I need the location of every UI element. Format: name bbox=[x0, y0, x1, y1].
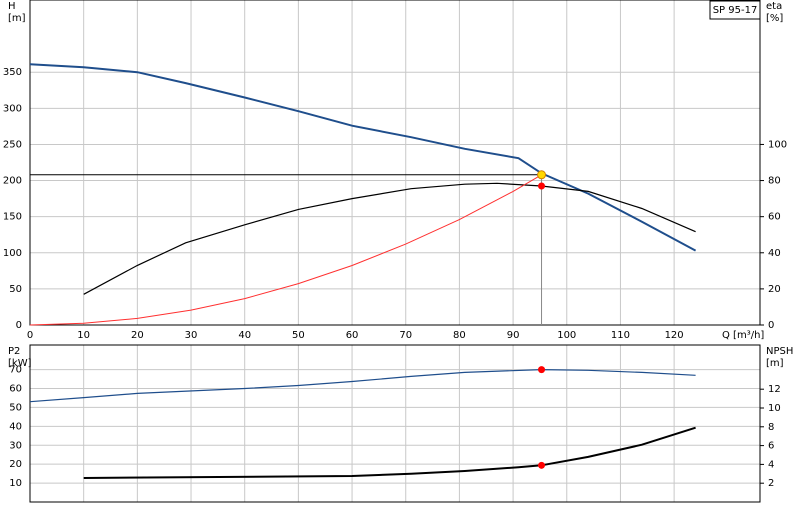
plot-frame bbox=[29, 0, 761, 326]
x-tick-label: 60 bbox=[346, 330, 359, 341]
y-tick-label: 100 bbox=[3, 248, 22, 259]
curve bbox=[83, 182, 696, 295]
x-tick-label: 20 bbox=[131, 330, 144, 341]
y2-tick-label: 2 bbox=[768, 478, 774, 489]
y2-tick-label: 100 bbox=[768, 139, 787, 150]
y-tick-label: 30 bbox=[9, 440, 22, 451]
x-tick-label: 30 bbox=[185, 330, 198, 341]
y-axis-label: [kW] bbox=[8, 358, 32, 369]
y2-tick-label: 0 bbox=[768, 320, 774, 331]
y-tick-label: 150 bbox=[3, 212, 22, 223]
curve bbox=[83, 426, 696, 479]
y-tick-label: 300 bbox=[3, 103, 22, 114]
y2-tick-label: 10 bbox=[768, 403, 781, 414]
y-tick-label: 250 bbox=[3, 139, 22, 150]
plot-frame bbox=[29, 344, 761, 503]
y-tick-label: 40 bbox=[9, 421, 22, 432]
curve bbox=[29, 368, 696, 403]
y-tick-label: 20 bbox=[9, 459, 22, 470]
y-tick-label: 60 bbox=[9, 384, 22, 395]
y2-axis-label: [m] bbox=[766, 358, 784, 369]
y-axis-label: P2 bbox=[8, 346, 20, 357]
y-tick-label: 200 bbox=[3, 176, 22, 187]
x-tick-label: 40 bbox=[238, 330, 251, 341]
x-tick-label: 70 bbox=[399, 330, 412, 341]
x-tick-label: 80 bbox=[453, 330, 466, 341]
y-tick-label: 0 bbox=[16, 320, 22, 331]
y-tick-label: 50 bbox=[9, 402, 22, 413]
x-tick-label: 90 bbox=[507, 330, 520, 341]
marker bbox=[538, 461, 546, 469]
x-tick-label: 120 bbox=[665, 330, 684, 341]
y-tick-label: 70 bbox=[9, 365, 22, 376]
y2-tick-label: 6 bbox=[768, 441, 774, 452]
y2-tick-label: 4 bbox=[768, 459, 774, 470]
x-axis-label: Q [m³/h] bbox=[722, 330, 764, 341]
y2-tick-label: 20 bbox=[768, 284, 781, 295]
y-tick-label: 350 bbox=[3, 67, 22, 78]
y-axis-label: H bbox=[8, 1, 16, 12]
y2-tick-label: 40 bbox=[768, 248, 781, 259]
duty-point bbox=[537, 170, 547, 180]
y-axis-label: [m] bbox=[8, 13, 26, 24]
y2-tick-label: 60 bbox=[768, 212, 781, 223]
x-tick-label: 110 bbox=[611, 330, 630, 341]
x-tick-label: 50 bbox=[292, 330, 305, 341]
x-tick-label: 0 bbox=[27, 330, 33, 341]
x-tick-label: 100 bbox=[557, 330, 576, 341]
annotation: SP 95-17 bbox=[713, 5, 758, 16]
y2-tick-label: 8 bbox=[768, 422, 774, 433]
curve bbox=[29, 174, 542, 326]
y2-axis-label: NPSH bbox=[766, 346, 793, 357]
y2-tick-label: 12 bbox=[768, 384, 781, 395]
y2-axis-label: [%] bbox=[766, 13, 783, 24]
y2-tick-label: 80 bbox=[768, 176, 781, 187]
marker bbox=[538, 182, 546, 190]
y-tick-label: 10 bbox=[9, 478, 22, 489]
marker bbox=[538, 366, 546, 374]
x-tick-label: 10 bbox=[77, 330, 90, 341]
y-tick-label: 50 bbox=[9, 284, 22, 295]
y2-axis-label: eta bbox=[766, 1, 782, 12]
